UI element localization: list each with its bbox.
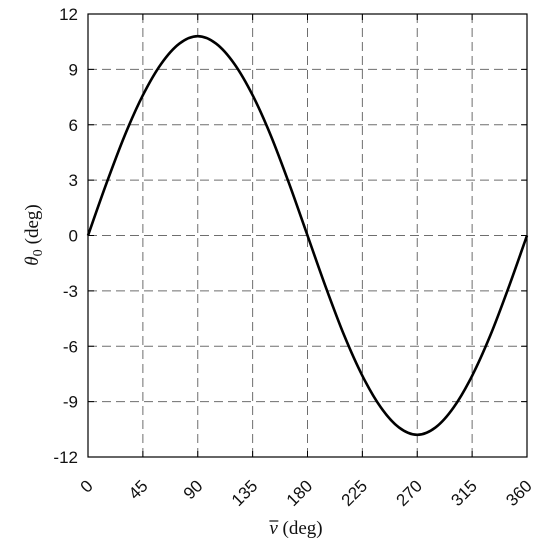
y-tick-label: 9	[69, 60, 78, 79]
y-tick-labels: 12 9 6 3 0 -3 -6 -9 -12	[53, 5, 78, 467]
series-layer	[86, 34, 529, 437]
x-tick-label: 360	[502, 476, 535, 509]
x-tick-label: 180	[283, 476, 316, 509]
x-tick-label: 90	[180, 476, 207, 503]
y-tick-label: 0	[69, 227, 78, 246]
y-tick-label: -12	[53, 448, 78, 467]
y-axis-label-unit: (deg)	[22, 204, 43, 244]
x-tick-labels: 0 45 90 135 180 225 270 315 360	[77, 476, 536, 509]
x-tick-label: 225	[338, 476, 371, 509]
x-tick-label: 315	[447, 476, 480, 509]
y-tick-label: 6	[69, 116, 78, 135]
x-axis-label-unit: (deg)	[283, 518, 323, 539]
grid	[88, 14, 527, 457]
y-tick-label: -9	[63, 393, 78, 412]
x-tick-label: 135	[228, 476, 261, 509]
y-tick-label: 3	[69, 171, 78, 190]
x-tick-label: 0	[77, 476, 97, 496]
y-axis-label-symbol: θ	[22, 256, 43, 265]
y-tick-label: 12	[59, 5, 78, 24]
y-axis-label-subscript: 0	[31, 249, 46, 256]
y-tick-label: -6	[63, 337, 78, 356]
y-tick-label: -3	[63, 282, 78, 301]
y-axis-label: θ0 (deg)	[22, 204, 46, 265]
series-line	[86, 34, 529, 437]
x-tick-label: 45	[125, 476, 152, 503]
x-axis-label-symbol: ν	[269, 518, 278, 539]
x-tick-label: 270	[393, 476, 426, 509]
ticks	[87, 13, 528, 458]
x-axis-label: ν (deg)	[269, 518, 322, 539]
